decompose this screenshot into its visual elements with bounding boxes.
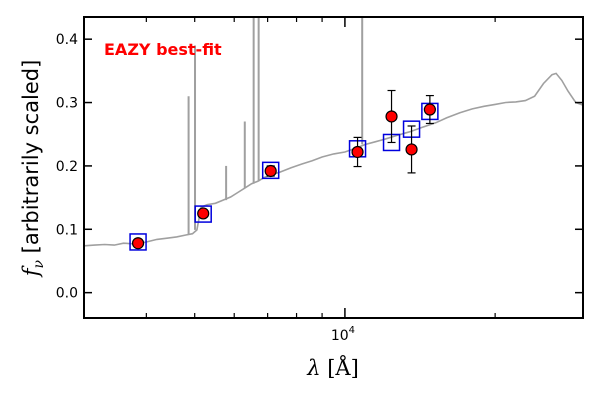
fit-annotation: EAZY best-fit [104, 40, 222, 59]
axis-ticks: 0.0 0.1 0.2 0.3 0.4 104 [56, 17, 583, 344]
y-tick-label: 0.2 [56, 159, 78, 175]
observed-point [385, 110, 398, 123]
y-tick-label: 0.3 [56, 96, 78, 112]
observed-point [405, 143, 418, 156]
observed-photometry [131, 89, 436, 250]
observed-point [131, 237, 145, 250]
template-continuum [84, 72, 583, 247]
observed-point [197, 207, 210, 220]
y-tick-label: 0.1 [56, 222, 78, 238]
y-tick-label: 0.4 [56, 32, 78, 48]
x-axis-label: λ [Å] [306, 355, 359, 380]
model-point [194, 205, 212, 223]
observed-point [264, 164, 277, 178]
model-point [129, 233, 147, 251]
x-tick-label: 104 [331, 325, 355, 344]
y-tick-label: 0.0 [56, 286, 78, 302]
observed-point [423, 103, 436, 116]
template-layer [84, 17, 583, 247]
plot-frame [83, 16, 584, 319]
y-axis-label: fν [arbitrarily scaled] [19, 60, 47, 279]
observed-point [351, 145, 364, 159]
model-point [261, 161, 280, 180]
